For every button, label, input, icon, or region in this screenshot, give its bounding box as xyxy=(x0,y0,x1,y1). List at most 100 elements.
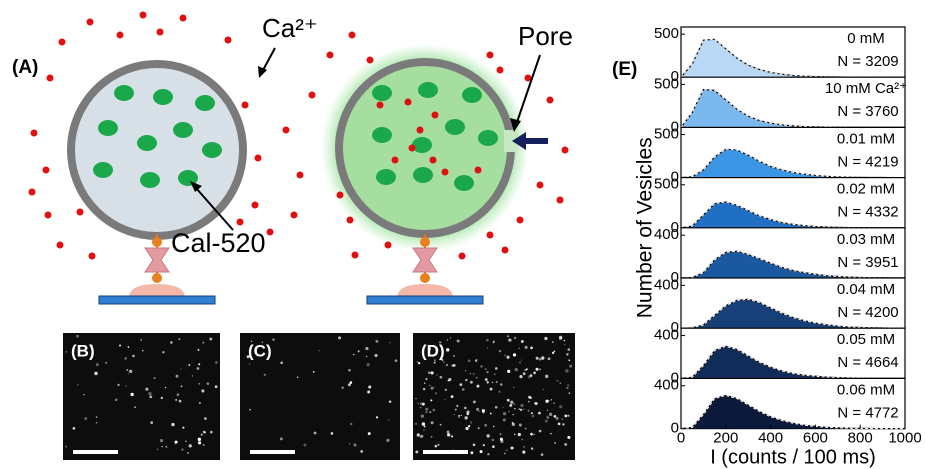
speck xyxy=(444,399,445,400)
speck xyxy=(280,437,283,440)
speck xyxy=(495,367,498,370)
speck xyxy=(389,342,390,343)
speck xyxy=(511,446,514,449)
speck xyxy=(431,421,434,424)
speck xyxy=(424,426,426,428)
speck xyxy=(523,446,524,447)
speck xyxy=(125,385,126,386)
speck xyxy=(551,399,553,401)
ion xyxy=(562,147,569,154)
speck xyxy=(318,350,319,351)
speck xyxy=(65,351,67,353)
speck xyxy=(353,354,354,355)
speck xyxy=(358,350,360,352)
speck xyxy=(435,392,437,394)
speck xyxy=(562,423,564,425)
speck xyxy=(375,340,378,343)
speck xyxy=(530,433,533,436)
speck xyxy=(500,438,503,441)
speck xyxy=(519,362,521,364)
ion xyxy=(252,202,259,209)
speck xyxy=(389,400,391,402)
ion xyxy=(89,253,96,260)
speck xyxy=(456,405,458,407)
scale-bar xyxy=(73,450,118,454)
speck xyxy=(188,364,190,366)
speck xyxy=(423,388,425,390)
speck xyxy=(348,369,351,372)
speck xyxy=(209,338,212,341)
speck xyxy=(179,400,182,403)
ion xyxy=(409,145,416,152)
speck xyxy=(470,421,472,423)
count-label: N = 4772 xyxy=(837,404,898,421)
speck xyxy=(564,344,566,346)
speck xyxy=(187,452,189,454)
speck xyxy=(160,439,163,442)
ion xyxy=(430,157,437,164)
speck xyxy=(176,375,179,378)
speck xyxy=(513,386,515,388)
speck xyxy=(465,370,466,371)
series-name: 0.01 mM xyxy=(837,130,895,147)
speck xyxy=(360,450,363,453)
speck xyxy=(455,409,457,411)
dye xyxy=(98,120,118,136)
speck xyxy=(500,383,503,386)
speck xyxy=(422,422,425,425)
dye xyxy=(445,119,465,135)
dye xyxy=(413,167,433,183)
speck xyxy=(521,340,524,343)
y-axis-title: Number of Vesicles xyxy=(634,137,657,318)
speck xyxy=(189,444,192,447)
speck xyxy=(201,434,203,436)
biotin xyxy=(420,237,430,247)
speck xyxy=(165,387,166,388)
image-label: (D) xyxy=(421,341,445,360)
speck xyxy=(550,433,552,435)
speck xyxy=(539,368,541,370)
y-tick-label: 400 xyxy=(654,327,679,344)
speck xyxy=(124,357,126,359)
speck xyxy=(462,388,465,391)
ion xyxy=(487,52,494,59)
ion xyxy=(242,102,249,109)
speck xyxy=(512,422,514,424)
speck xyxy=(486,434,489,437)
speck xyxy=(526,368,528,370)
count-label: N = 4200 xyxy=(837,304,898,321)
figure: (A) Ca²⁺ Pore Cal-520 (B)(C)(D) (E)05000… xyxy=(0,0,925,469)
speck xyxy=(165,446,167,448)
ion xyxy=(392,157,399,164)
speck xyxy=(180,368,181,369)
speck xyxy=(498,391,500,393)
speck xyxy=(417,433,420,436)
speck xyxy=(425,411,427,413)
speck xyxy=(388,419,390,421)
speck xyxy=(96,363,99,366)
speck xyxy=(418,403,419,404)
speck xyxy=(434,362,436,364)
speck xyxy=(450,337,451,338)
speck xyxy=(559,337,562,340)
speck xyxy=(518,433,521,436)
speck xyxy=(445,389,447,391)
speck xyxy=(376,416,378,418)
speck xyxy=(175,441,178,444)
speck xyxy=(484,424,487,427)
speck xyxy=(528,396,531,399)
speck xyxy=(446,364,448,366)
speck xyxy=(510,401,513,404)
speck xyxy=(503,418,506,421)
speck xyxy=(132,355,135,358)
speck xyxy=(473,444,476,447)
speck xyxy=(73,427,76,430)
speck xyxy=(493,426,494,427)
speck xyxy=(182,427,184,429)
speck xyxy=(535,402,538,405)
ion xyxy=(283,127,290,134)
speck xyxy=(531,412,533,414)
speck xyxy=(492,445,495,448)
micrographs: (B)(C)(D) xyxy=(63,333,575,460)
speck xyxy=(461,415,462,416)
